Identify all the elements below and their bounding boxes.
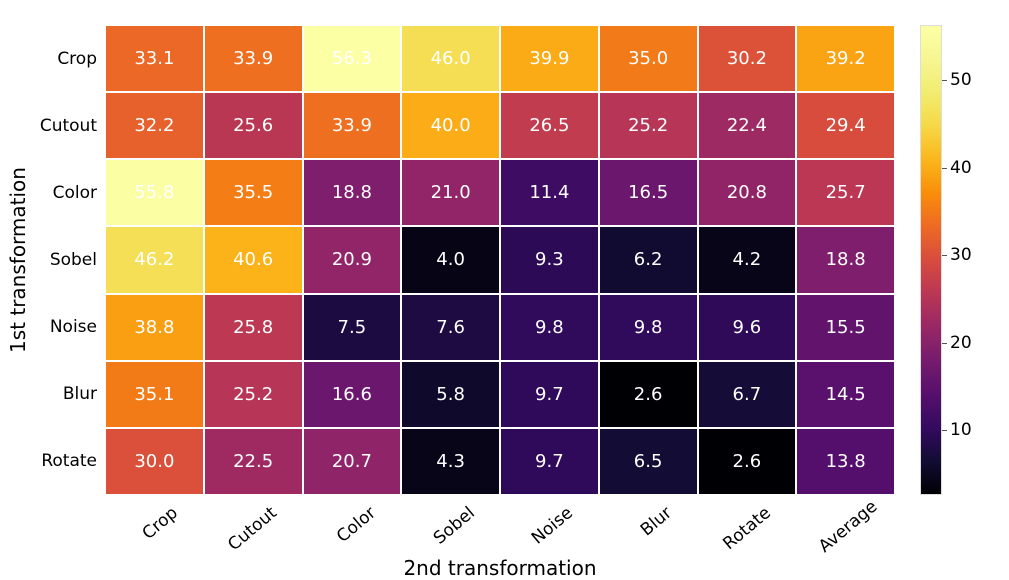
heatmap-cell: 33.9	[303, 92, 402, 159]
colorbar-tick-label: 10	[950, 420, 972, 440]
colorbar-tick-label: 40	[950, 158, 972, 178]
y-tick-label: Color	[53, 183, 97, 203]
colorbar-tick-label: 30	[950, 245, 972, 265]
heatmap-cell: 5.8	[401, 361, 500, 428]
heatmap-cell: 25.8	[204, 294, 303, 361]
heatmap-cell: 29.4	[796, 92, 895, 159]
heatmap-cell: 33.1	[105, 25, 204, 92]
heatmap-cell: 9.8	[500, 294, 599, 361]
x-axis-label: 2nd transformation	[403, 556, 596, 580]
heatmap-cell: 4.3	[401, 428, 500, 495]
y-tick-label: Blur	[63, 384, 97, 404]
heatmap-cell: 14.5	[796, 361, 895, 428]
heatmap-cell: 4.2	[698, 226, 797, 293]
heatmap-cell: 9.7	[500, 428, 599, 495]
heatmap-cell: 16.6	[303, 361, 402, 428]
heatmap-cell: 18.8	[796, 226, 895, 293]
x-tick-label: Crop	[123, 503, 182, 557]
heatmap-cell: 7.5	[303, 294, 402, 361]
heatmap-cell: 39.9	[500, 25, 599, 92]
heatmap-cell: 6.7	[698, 361, 797, 428]
y-tick-label: Crop	[57, 49, 97, 69]
heatmap-cell: 33.9	[204, 25, 303, 92]
heatmap-cell: 40.6	[204, 226, 303, 293]
heatmap-cell: 6.5	[599, 428, 698, 495]
heatmap-cell: 2.6	[599, 361, 698, 428]
heatmap-cell: 9.6	[698, 294, 797, 361]
colorbar-tick-label: 50	[950, 70, 972, 90]
heatmap-cell: 38.8	[105, 294, 204, 361]
heatmap-cell: 35.5	[204, 159, 303, 226]
heatmap-cell: 20.8	[698, 159, 797, 226]
heatmap-cell: 22.4	[698, 92, 797, 159]
heatmap-cell: 11.4	[500, 159, 599, 226]
x-tick-label: Rotate	[716, 503, 775, 557]
heatmap-cell: 30.2	[698, 25, 797, 92]
x-tick-label: Noise	[518, 503, 577, 557]
heatmap-cell: 4.0	[401, 226, 500, 293]
heatmap-cell: 35.0	[599, 25, 698, 92]
heatmap-cell: 22.5	[204, 428, 303, 495]
heatmap-cell: 15.5	[796, 294, 895, 361]
heatmap-cell: 25.2	[599, 92, 698, 159]
heatmap-cell: 6.2	[599, 226, 698, 293]
y-tick-label: Rotate	[41, 451, 97, 471]
colorbar: 1020304050	[920, 25, 942, 495]
heatmap-cell: 7.6	[401, 294, 500, 361]
y-tick-label: Sobel	[50, 250, 97, 270]
heatmap-cell: 16.5	[599, 159, 698, 226]
heatmap-cell: 39.2	[796, 25, 895, 92]
heatmap-cell: 40.0	[401, 92, 500, 159]
x-tick-label: Color	[321, 503, 380, 557]
heatmap-cell: 25.2	[204, 361, 303, 428]
heatmap-cell: 2.6	[698, 428, 797, 495]
heatmap-cell: 26.5	[500, 92, 599, 159]
heatmap-chart: 33.133.956.346.039.935.030.239.232.225.6…	[105, 25, 895, 495]
heatmap-cell: 46.0	[401, 25, 500, 92]
heatmap-cell: 13.8	[796, 428, 895, 495]
heatmap-cell: 56.3	[303, 25, 402, 92]
heatmap-cell: 21.0	[401, 159, 500, 226]
x-tick-label: Blur	[617, 503, 676, 557]
heatmap-cell: 20.7	[303, 428, 402, 495]
x-tick-label: Cutout	[222, 503, 281, 557]
heatmap-cell: 25.7	[796, 159, 895, 226]
heatmap-cell: 46.2	[105, 226, 204, 293]
heatmap-cell: 20.9	[303, 226, 402, 293]
colorbar-gradient	[920, 25, 942, 495]
heatmap-cell: 9.7	[500, 361, 599, 428]
heatmap-cell: 18.8	[303, 159, 402, 226]
heatmap-cell: 35.1	[105, 361, 204, 428]
heatmap-cell: 9.3	[500, 226, 599, 293]
y-tick-label: Noise	[50, 317, 97, 337]
heatmap-cell: 30.0	[105, 428, 204, 495]
x-tick-label: Sobel	[420, 503, 479, 557]
y-axis-label: 1st transformation	[6, 167, 30, 353]
heatmap-cell: 9.8	[599, 294, 698, 361]
heatmap-cell: 55.8	[105, 159, 204, 226]
x-tick-label: Average	[815, 503, 874, 557]
heatmap-grid: 33.133.956.346.039.935.030.239.232.225.6…	[105, 25, 895, 495]
colorbar-tick-label: 20	[950, 333, 972, 353]
heatmap-cell: 32.2	[105, 92, 204, 159]
y-tick-label: Cutout	[40, 116, 97, 136]
heatmap-cell: 25.6	[204, 92, 303, 159]
